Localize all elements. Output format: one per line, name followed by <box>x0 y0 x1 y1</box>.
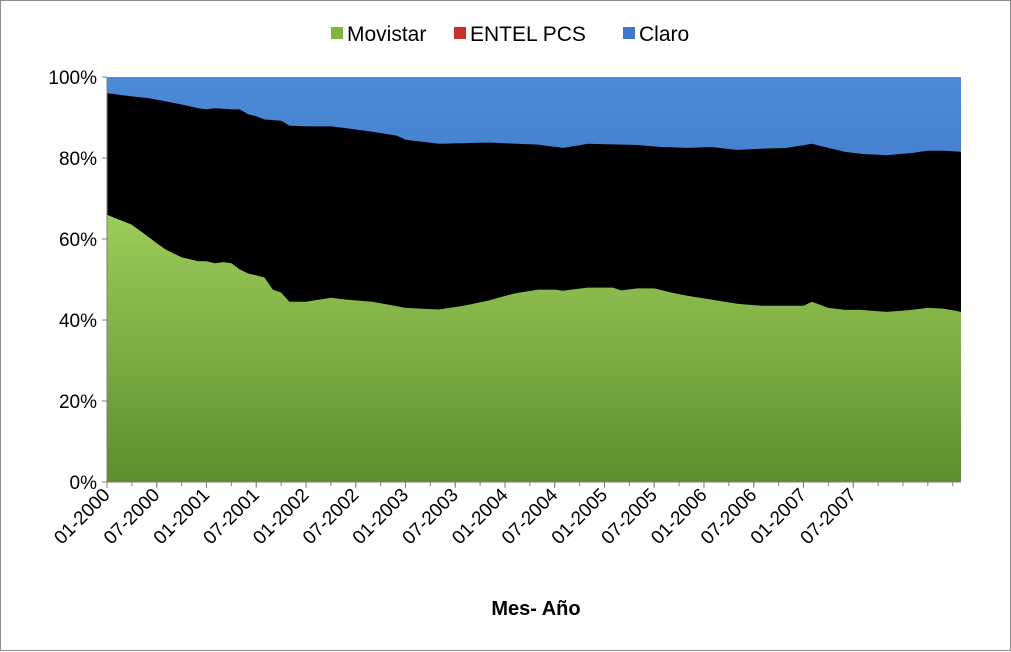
y-tick-label: 20% <box>59 392 97 413</box>
y-tick-label: 80% <box>59 149 97 170</box>
legend: Movistar ENTEL PCS Claro <box>331 23 689 46</box>
legend-swatch-claro <box>623 27 635 39</box>
y-tick-label: 0% <box>70 473 98 494</box>
legend-label-movistar: Movistar <box>347 23 426 46</box>
legend-label-claro: Claro <box>639 23 689 46</box>
area-series-movistar <box>107 214 961 482</box>
plot-areas <box>107 77 961 482</box>
y-tick-label: 60% <box>59 230 97 251</box>
legend-swatch-entel-pcs <box>454 27 466 39</box>
legend-label-entel-pcs: ENTEL PCS <box>470 23 586 46</box>
y-tick-label: 100% <box>48 68 97 89</box>
legend-swatch-movistar <box>331 27 343 39</box>
x-tick-label: 07-2007 <box>797 485 861 549</box>
y-tick-label: 40% <box>59 311 97 332</box>
x-axis-title: Mes- Año <box>491 598 580 620</box>
